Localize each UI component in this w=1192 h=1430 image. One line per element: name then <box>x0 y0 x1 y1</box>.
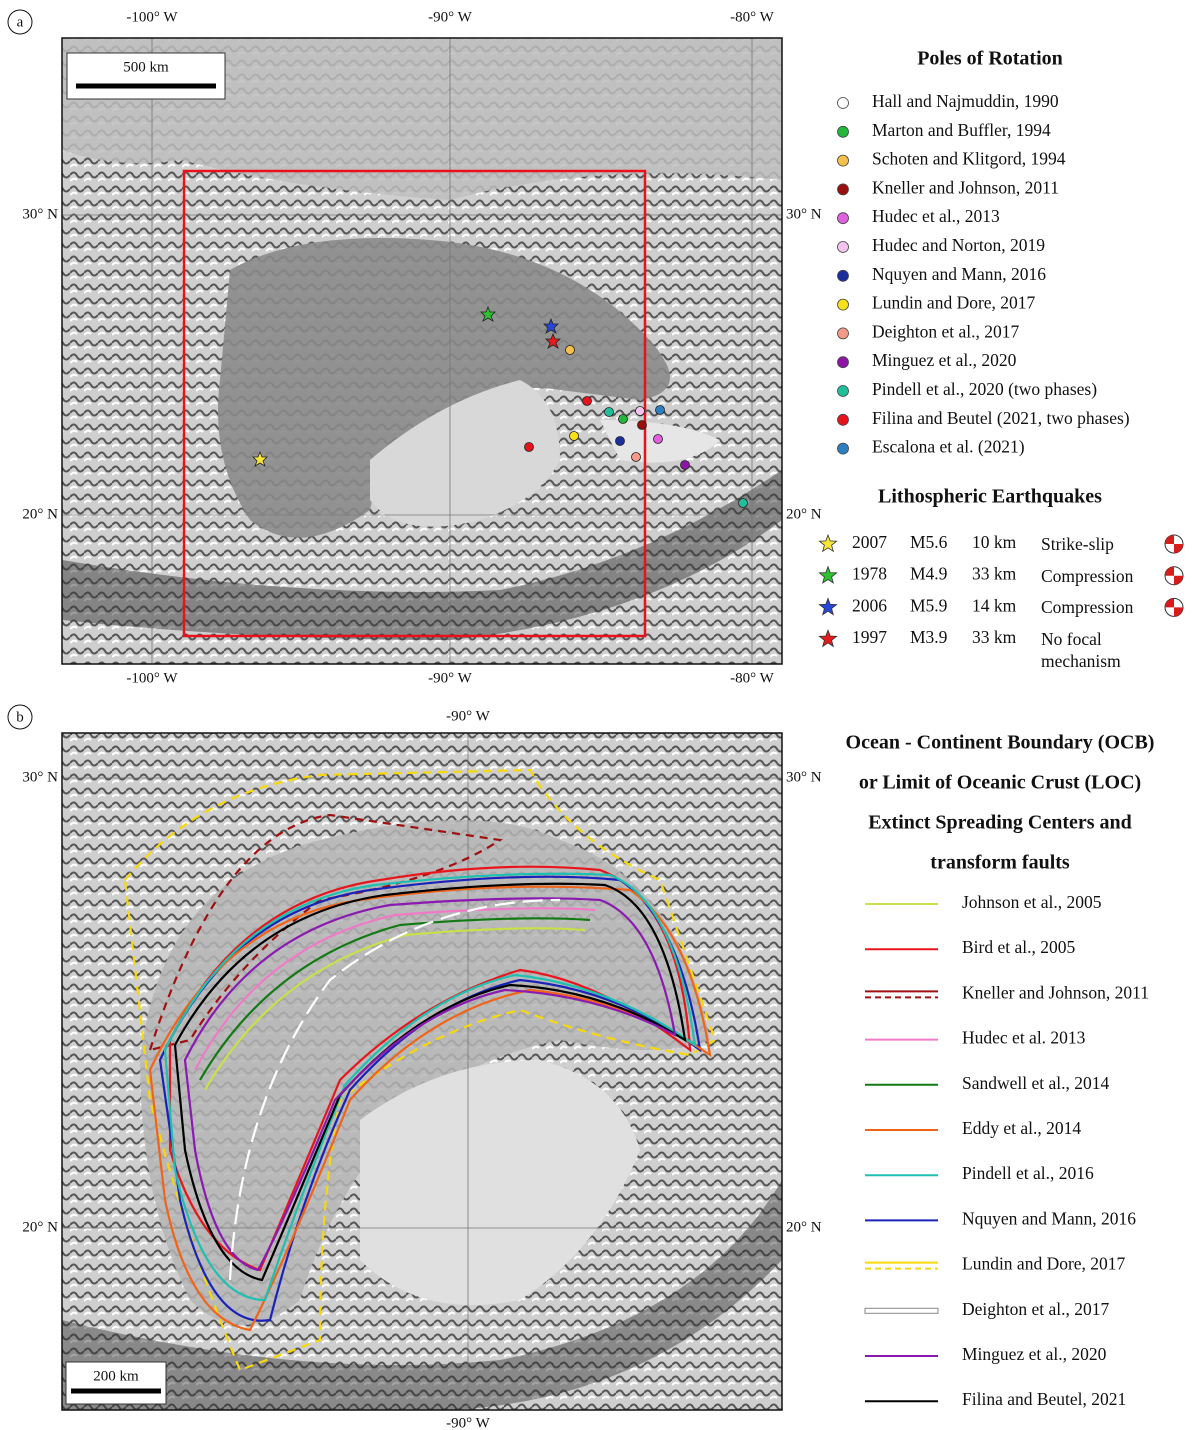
legend-magnitude: M3.9 <box>910 627 948 647</box>
legend-label: Hall and Najmuddin, 1990 <box>872 91 1059 111</box>
legend-marker <box>838 213 849 224</box>
legend-title: Lithospheric Earthquakes <box>878 486 1102 508</box>
lat-tick-label: 20° N <box>786 506 822 522</box>
legend-marker <box>838 126 849 137</box>
legend-marker <box>838 155 849 166</box>
legend-label: Filina and Beutel, 2021 <box>962 1389 1126 1409</box>
lat-tick-label: 30° N <box>786 206 822 222</box>
legend-magnitude: M5.6 <box>910 532 948 552</box>
legend-label: Schoten and Klitgord, 1994 <box>872 149 1066 169</box>
lat-tick-label: 20° N <box>22 506 58 522</box>
legend-label: Sandwell et al., 2014 <box>962 1073 1110 1093</box>
legend-marker <box>838 328 849 339</box>
legend-marker <box>819 598 836 614</box>
legend-type-box: No focal mechanism <box>1041 628 1141 678</box>
scale-bar-label: 200 km <box>93 1368 139 1384</box>
legend-label: Lundin and Dore, 2017 <box>962 1254 1126 1274</box>
figure: a b 500 km 200 km Poles of Rotation Lith… <box>0 0 1192 1430</box>
lat-tick-label: 20° N <box>786 1219 822 1235</box>
legend-marker <box>838 299 849 310</box>
legend-year: 1978 <box>852 564 887 584</box>
legend-label: Bird et al., 2005 <box>962 937 1075 957</box>
legend-marker <box>819 535 836 551</box>
legend-year: 1997 <box>852 627 887 647</box>
legend-label: Pindell et al., 2016 <box>962 1163 1094 1183</box>
legend-label: Minguez et al., 2020 <box>962 1344 1107 1364</box>
panel-label: b <box>16 709 24 725</box>
legend-label: Lundin and Dore, 2017 <box>872 293 1036 313</box>
legend-title: Poles of Rotation <box>917 48 1063 70</box>
legend-marker <box>838 357 849 368</box>
legend-year: 2006 <box>852 595 887 615</box>
legend-label: Hudec and Norton, 2019 <box>872 235 1045 255</box>
lon-tick-label: -80° W <box>730 670 774 686</box>
legend-label: Deighton et al., 2017 <box>962 1299 1110 1319</box>
legend-depth: 33 km <box>972 564 1017 584</box>
legend-type: Compression <box>1041 565 1141 587</box>
legend-label: Marton and Buffler, 1994 <box>872 120 1051 140</box>
legend-label: Minguez et al., 2020 <box>872 350 1017 370</box>
legend-magnitude: M4.9 <box>910 564 948 584</box>
scale-bar-label: 500 km <box>123 59 169 75</box>
lat-tick-label: 20° N <box>22 1219 58 1235</box>
lon-tick-label: -80° W <box>730 9 774 25</box>
legend-year: 2007 <box>852 532 887 552</box>
lon-tick-label: -90° W <box>428 670 472 686</box>
legend-header: Ocean - Continent Boundary (OCB) <box>846 732 1155 754</box>
map-a <box>62 38 782 664</box>
legend-label: Deighton et al., 2017 <box>872 321 1020 341</box>
lon-tick-label: -90° W <box>446 1415 490 1430</box>
legend-marker <box>838 184 849 195</box>
lat-tick-label: 30° N <box>22 769 58 785</box>
legend-header: Extinct Spreading Centers and <box>868 812 1132 834</box>
lon-tick-label: -90° W <box>446 708 490 724</box>
lat-tick-label: 30° N <box>786 769 822 785</box>
legend-header: transform faults <box>930 852 1070 874</box>
map-b <box>62 733 782 1410</box>
legend-type: Compression <box>1041 596 1141 618</box>
legend-marker <box>838 98 849 109</box>
lon-tick-label: -100° W <box>126 9 178 25</box>
legend-marker <box>819 630 836 646</box>
legend-depth: 10 km <box>972 532 1017 552</box>
legend-label: Filina and Beutel (2021, two phases) <box>872 408 1130 428</box>
legend-marker <box>838 270 849 281</box>
legend-label: Johnson et al., 2005 <box>962 892 1102 912</box>
legend-label: Nquyen and Mann, 2016 <box>872 264 1046 284</box>
legend-marker <box>819 567 836 583</box>
legend-label: Eddy et al., 2014 <box>962 1118 1081 1138</box>
legend-header: or Limit of Oceanic Crust (LOC) <box>859 772 1141 794</box>
legend-marker <box>838 242 849 253</box>
lon-tick-label: -100° W <box>126 670 178 686</box>
panel-label: a <box>17 14 24 30</box>
legend-label: Hudec et al. 2013 <box>962 1028 1086 1048</box>
legend-label: Escalona et al. (2021) <box>872 437 1025 457</box>
legend-label: Kneller and Johnson, 2011 <box>962 982 1149 1002</box>
legend-marker <box>838 386 849 397</box>
lat-tick-label: 30° N <box>22 206 58 222</box>
legend-line <box>865 1308 938 1313</box>
legend-label: Kneller and Johnson, 2011 <box>872 177 1059 197</box>
legend-depth: 14 km <box>972 595 1017 615</box>
legend-type: No focal mechanism <box>1041 628 1141 672</box>
lon-tick-label: -90° W <box>428 9 472 25</box>
legend-label: Nquyen and Mann, 2016 <box>962 1208 1136 1228</box>
legend-type: Strike-slip <box>1041 533 1141 555</box>
legend-magnitude: M5.9 <box>910 595 948 615</box>
legend-depth: 33 km <box>972 627 1017 647</box>
legend-marker <box>838 414 849 425</box>
legend-label: Pindell et al., 2020 (two phases) <box>872 379 1097 399</box>
legend-label: Hudec et al., 2013 <box>872 206 1000 226</box>
legend-marker <box>838 443 849 454</box>
